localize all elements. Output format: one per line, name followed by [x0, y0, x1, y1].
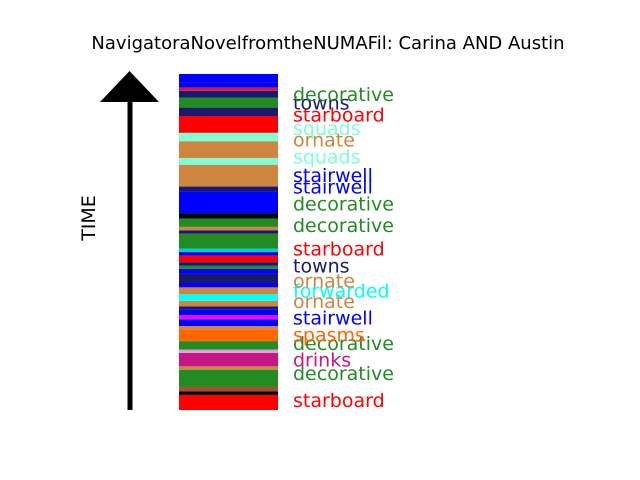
- stripe-4: [179, 366, 278, 370]
- stripe-15: [179, 294, 278, 301]
- stripe-31: [179, 186, 278, 192]
- stripe-2: [179, 386, 278, 392]
- word-label-0: starboard: [293, 390, 385, 412]
- stripe-25: [179, 233, 278, 249]
- time-arrow-head: [100, 71, 159, 102]
- stripe-17: [179, 282, 278, 288]
- stripe-37: [179, 107, 278, 116]
- stripe-10: [179, 319, 278, 326]
- word-label-15: squads: [293, 146, 361, 168]
- stripe-9: [179, 326, 278, 330]
- stripe-26: [179, 230, 278, 234]
- stripe-column: [179, 74, 278, 410]
- word-label-19: towns: [293, 93, 350, 115]
- stripe-11: [179, 315, 278, 320]
- stripe-34: [179, 141, 278, 158]
- stripe-39: [179, 90, 278, 98]
- stripe-28: [179, 218, 278, 227]
- stripe-29: [179, 213, 278, 219]
- word-label-8: ornate: [293, 271, 355, 293]
- stripe-35: [179, 132, 278, 142]
- stripe-12: [179, 309, 278, 316]
- stripe-13: [179, 306, 278, 310]
- word-label-9: towns: [293, 256, 350, 278]
- word-label-7: forwarded: [293, 281, 390, 303]
- stripe-0: [179, 394, 278, 410]
- stripe-32: [179, 164, 278, 187]
- stripe-33: [179, 158, 278, 165]
- stripe-38: [179, 97, 278, 108]
- stripe-3: [179, 369, 278, 387]
- word-label-20: decorative: [293, 84, 394, 106]
- stripe-36: [179, 116, 278, 133]
- stripe-24: [179, 248, 278, 253]
- word-label-16: ornate: [293, 130, 355, 152]
- word-label-6: ornate: [293, 291, 355, 313]
- stripe-5: [179, 352, 278, 367]
- word-labels: starboarddecorativedrinksdecorativespasm…: [293, 84, 394, 412]
- stripe-14: [179, 300, 278, 307]
- word-label-17: squads: [293, 118, 361, 140]
- word-label-11: decorative: [293, 215, 394, 237]
- stripe-20: [179, 265, 278, 269]
- stripe-23: [179, 252, 278, 256]
- word-label-13: stairwell: [293, 177, 373, 199]
- stripe-18: [179, 273, 278, 283]
- stripe-41: [179, 82, 278, 88]
- stripe-1: [179, 391, 278, 395]
- word-label-4: spasms: [293, 324, 365, 346]
- stripe-22: [179, 255, 278, 263]
- stripe-6: [179, 349, 278, 353]
- stripe-30: [179, 191, 278, 214]
- stripe-7: [179, 341, 278, 350]
- word-label-1: decorative: [293, 363, 394, 385]
- word-label-14: stairwell: [293, 165, 373, 187]
- word-label-5: stairwell: [293, 308, 373, 330]
- word-label-2: drinks: [293, 350, 351, 372]
- word-label-18: starboard: [293, 104, 385, 126]
- chart-title: NavigatoraNovelfromtheNUMAFil: Carina AN…: [91, 33, 564, 54]
- y-axis-label: TIME: [78, 195, 100, 242]
- word-label-3: decorative: [293, 333, 394, 355]
- stripe-27: [179, 226, 278, 231]
- word-label-10: starboard: [293, 239, 385, 261]
- stripe-8: [179, 329, 278, 342]
- stripe-19: [179, 268, 278, 274]
- stripe-40: [179, 87, 278, 91]
- stripe-16: [179, 287, 278, 295]
- word-label-12: decorative: [293, 193, 394, 215]
- stripe-42: [179, 74, 278, 83]
- stripe-21: [179, 262, 278, 266]
